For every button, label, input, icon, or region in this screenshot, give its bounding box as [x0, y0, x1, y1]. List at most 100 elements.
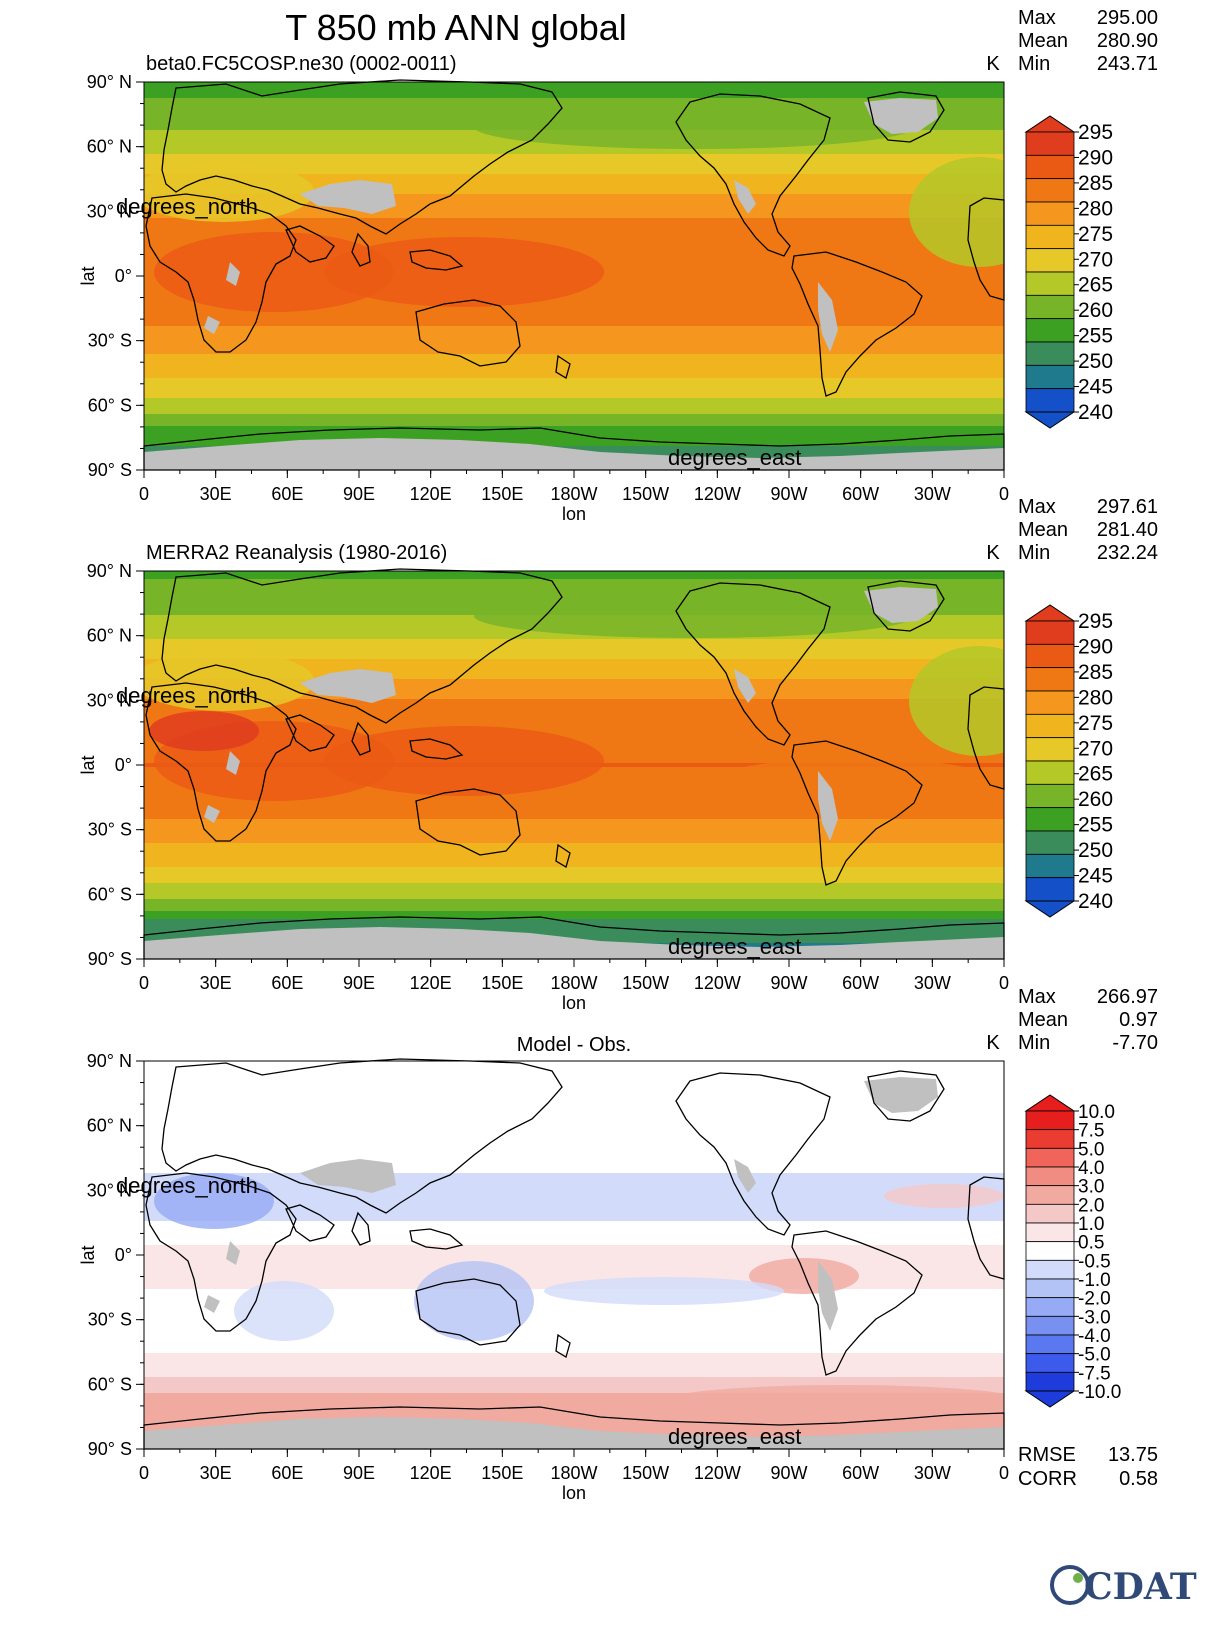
colorbar-arrow-top — [1024, 1094, 1076, 1112]
field-band — [144, 442, 1004, 447]
panel-subtitle: Model - Obs. — [517, 1034, 631, 1056]
map-panel-obs — [143, 568, 1005, 960]
lat-tick-label: 90° S — [88, 949, 132, 969]
field-band — [144, 1145, 1004, 1150]
lon-tick-label: 150W — [622, 1463, 669, 1483]
field-band — [144, 643, 1004, 648]
field-band — [144, 699, 1004, 704]
field-band — [144, 1101, 1004, 1106]
field-band — [144, 807, 1004, 812]
stat-label: Max — [1018, 496, 1056, 518]
lon-tick-label: 60E — [271, 973, 303, 993]
field-band — [144, 1069, 1004, 1074]
field-band — [144, 342, 1004, 347]
field-band — [144, 915, 1004, 920]
colorbar-label: 5.0 — [1078, 1139, 1104, 1160]
field-band — [144, 715, 1004, 720]
field-band — [144, 102, 1004, 107]
field-band — [144, 430, 1004, 435]
field-band — [144, 1189, 1004, 1194]
colorbar-label: -10.0 — [1078, 1382, 1121, 1403]
field-band — [144, 322, 1004, 327]
colorbar-label: 265 — [1078, 763, 1113, 786]
field-band — [144, 446, 1004, 451]
field-band — [144, 182, 1004, 187]
field-band — [144, 575, 1004, 580]
lon-overlay-label: degrees_east — [668, 445, 801, 470]
colorbar-arrow-bottom — [1024, 1390, 1076, 1408]
field-band — [144, 1261, 1004, 1266]
field-band — [144, 1149, 1004, 1154]
field-band — [144, 434, 1004, 439]
field-band — [144, 90, 1004, 95]
field-band — [144, 194, 1004, 199]
lon-tick-label: 120E — [410, 484, 452, 504]
field-band — [144, 823, 1004, 828]
colorbar-swatch — [1025, 667, 1075, 692]
colorbar-swatch — [1025, 737, 1075, 762]
colorbar-label: 270 — [1078, 248, 1113, 271]
lon-tick-label: 0 — [139, 1463, 149, 1483]
lat-tick-label: 60° N — [87, 626, 132, 646]
lat-tick-label: 30° S — [88, 331, 132, 351]
field-band — [144, 150, 1004, 155]
field-band — [144, 639, 1004, 644]
panel-units: K — [986, 542, 1000, 564]
field-band — [144, 94, 1004, 99]
field-band — [144, 1305, 1004, 1310]
field-band — [144, 663, 1004, 668]
lon-tick-label: 150E — [481, 973, 523, 993]
stat-label: Max — [1018, 7, 1056, 29]
colorbar-label: 290 — [1078, 635, 1113, 658]
field-band — [144, 847, 1004, 852]
field-band — [144, 226, 1004, 231]
field-band — [144, 1201, 1004, 1206]
field-band — [144, 803, 1004, 808]
field-band — [144, 402, 1004, 407]
colorbar-label: 240 — [1078, 401, 1113, 424]
stat-value: 0.97 — [1119, 1009, 1158, 1031]
field-band — [144, 106, 1004, 111]
field-band — [144, 1345, 1004, 1350]
field-band — [144, 1093, 1004, 1098]
field-band — [144, 86, 1004, 91]
field-band — [144, 1269, 1004, 1274]
footer-stat-label: CORR — [1018, 1468, 1077, 1490]
colorbar-swatch — [1025, 1185, 1075, 1205]
field-band — [144, 306, 1004, 311]
field-band — [144, 899, 1004, 904]
stat-label: Min — [1018, 53, 1050, 75]
field-band — [144, 659, 1004, 664]
field-band — [144, 1173, 1004, 1178]
lon-tick-label: 60E — [271, 484, 303, 504]
field-model — [144, 82, 1004, 470]
lat-tick-label: 90° S — [88, 1439, 132, 1459]
lat-tick-label: 90° S — [88, 460, 132, 480]
colorbar-label: 295 — [1078, 121, 1113, 144]
lon-tick-label: 120W — [694, 973, 741, 993]
field-band — [144, 354, 1004, 359]
stat-value: 295.00 — [1097, 7, 1158, 29]
field-band — [144, 1241, 1004, 1246]
colorbar-label: 280 — [1078, 686, 1113, 709]
field-band — [144, 691, 1004, 696]
lon-tick-label: 30W — [914, 1463, 951, 1483]
field-band — [144, 1333, 1004, 1338]
field-band — [144, 1229, 1004, 1234]
field-band — [144, 635, 1004, 640]
lat-tick-label: 30° N — [87, 690, 132, 710]
field-patch — [909, 646, 1004, 756]
field-band — [144, 326, 1004, 331]
field-band — [144, 651, 1004, 656]
colorbar-swatch — [1025, 341, 1075, 366]
colorbar-label: 245 — [1078, 376, 1113, 399]
colorbar-swatch — [1025, 1129, 1075, 1149]
colorbar-swatch — [1025, 1110, 1075, 1131]
field-band — [144, 1157, 1004, 1162]
field-band — [144, 799, 1004, 804]
lat-overlay-label: degrees_north — [116, 1173, 258, 1198]
colorbar-swatch — [1025, 807, 1075, 832]
field-band — [144, 190, 1004, 195]
